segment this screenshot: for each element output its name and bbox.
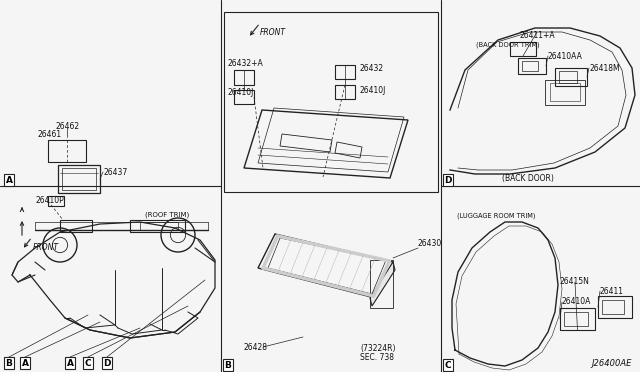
- Text: 26432: 26432: [360, 64, 384, 73]
- Bar: [335, 65, 355, 79]
- Bar: [60, 220, 92, 232]
- Bar: [140, 222, 178, 230]
- Text: 26418M: 26418M: [589, 64, 620, 73]
- Bar: [550, 83, 580, 101]
- Bar: [370, 260, 393, 308]
- Text: A: A: [67, 359, 74, 368]
- Text: 26410A: 26410A: [562, 298, 591, 307]
- Text: (73224R): (73224R): [360, 344, 396, 353]
- Text: 26410AA: 26410AA: [548, 51, 583, 61]
- Text: 26411: 26411: [600, 286, 624, 295]
- Text: SEC. 738: SEC. 738: [360, 353, 394, 362]
- Bar: [130, 220, 185, 232]
- Text: J26400AE: J26400AE: [591, 359, 632, 369]
- Bar: [510, 42, 536, 56]
- Bar: [48, 196, 64, 206]
- Text: A: A: [6, 176, 13, 185]
- Text: 26461: 26461: [38, 129, 62, 138]
- Text: 26411+A: 26411+A: [519, 31, 555, 39]
- Text: (ROOF TRIM): (ROOF TRIM): [145, 212, 189, 218]
- Bar: [48, 140, 86, 162]
- Bar: [62, 168, 96, 190]
- Text: (BACK DOOR TRIM): (BACK DOOR TRIM): [476, 42, 540, 48]
- Text: 26428: 26428: [243, 343, 267, 352]
- Text: B: B: [6, 359, 12, 368]
- Text: 26430: 26430: [418, 238, 442, 247]
- Bar: [234, 70, 254, 85]
- Text: 26410J: 26410J: [228, 87, 254, 96]
- Text: D: D: [103, 359, 111, 368]
- Text: B: B: [225, 360, 232, 369]
- Bar: [559, 71, 577, 83]
- Bar: [598, 296, 632, 318]
- Polygon shape: [370, 262, 395, 306]
- Text: 26410P: 26410P: [35, 196, 64, 205]
- Bar: [335, 85, 355, 99]
- Text: 26410J: 26410J: [360, 86, 387, 94]
- Bar: [602, 300, 624, 314]
- Bar: [564, 312, 588, 326]
- Text: 26437: 26437: [103, 167, 127, 176]
- Text: C: C: [84, 359, 92, 368]
- Text: (BACK DOOR): (BACK DOOR): [502, 173, 554, 183]
- Bar: [224, 12, 438, 192]
- Bar: [234, 90, 254, 104]
- Bar: [560, 308, 595, 330]
- Bar: [522, 61, 538, 71]
- Text: (LUGGAGE ROOM TRIM): (LUGGAGE ROOM TRIM): [457, 213, 535, 219]
- Bar: [518, 58, 546, 74]
- Text: FRONT: FRONT: [33, 243, 59, 251]
- Bar: [545, 80, 585, 105]
- Text: D: D: [444, 176, 452, 185]
- Text: FRONT: FRONT: [260, 28, 286, 36]
- Text: 26462: 26462: [55, 122, 79, 131]
- Text: C: C: [445, 360, 451, 369]
- Text: A: A: [22, 359, 29, 368]
- Text: 26415N: 26415N: [560, 278, 590, 286]
- Bar: [58, 165, 100, 193]
- Text: 26432+A: 26432+A: [227, 58, 263, 67]
- Bar: [555, 68, 587, 86]
